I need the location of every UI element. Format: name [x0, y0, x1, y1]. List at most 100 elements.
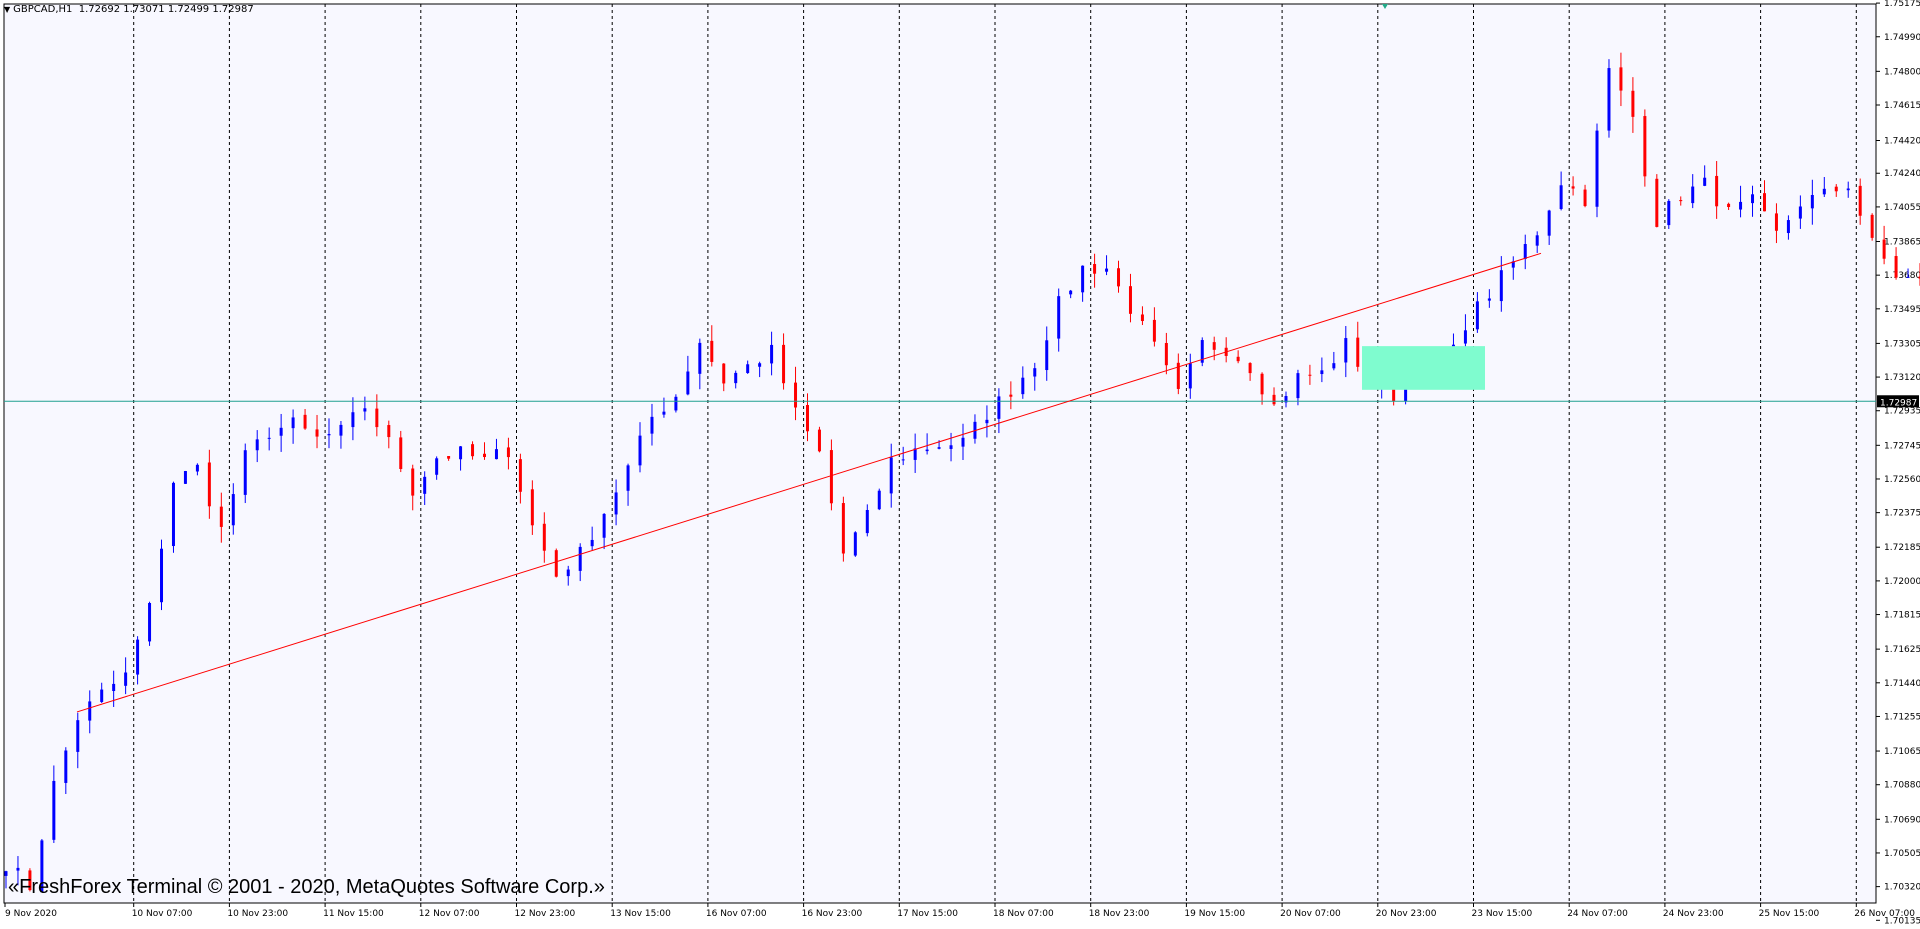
candle-body: [279, 427, 283, 436]
candle-body: [662, 411, 666, 415]
candle: [1643, 109, 1647, 187]
candle: [1320, 357, 1324, 383]
candle: [578, 543, 582, 582]
candle-body: [722, 363, 726, 384]
candle: [566, 565, 570, 586]
candle: [363, 396, 367, 421]
candle-body: [1535, 235, 1539, 246]
candle-body: [949, 445, 953, 449]
candle-body: [1786, 220, 1790, 234]
candle: [471, 441, 475, 460]
candle: [1033, 362, 1037, 391]
candle: [1751, 185, 1755, 217]
candle-body: [1870, 214, 1874, 238]
candle-body: [578, 546, 582, 571]
candle: [16, 856, 20, 886]
candle: [76, 712, 80, 769]
candle: [494, 438, 498, 460]
x-tick-label: 25 Nov 15:00: [1759, 909, 1820, 919]
candle: [554, 548, 558, 578]
candle-body: [148, 602, 152, 642]
candle: [746, 360, 750, 374]
candle-body: [1117, 268, 1121, 287]
dropdown-triangle-icon[interactable]: ▼: [4, 5, 11, 14]
candle-body: [530, 489, 534, 526]
time-marker-icon: [1382, 4, 1388, 9]
candle: [1176, 353, 1180, 395]
x-tick-label: 19 Nov 15:00: [1184, 909, 1245, 919]
candle-body: [805, 404, 809, 432]
y-tick-label: 1.72935: [1884, 407, 1920, 417]
candle: [1571, 176, 1575, 196]
y-tick-label: 1.74800: [1884, 67, 1920, 77]
candle-body: [877, 490, 881, 510]
candle: [40, 839, 44, 893]
candle: [1727, 202, 1731, 210]
candle-body: [1260, 373, 1264, 395]
candle-body: [674, 396, 678, 411]
candle-body: [1703, 177, 1707, 186]
candle: [1703, 165, 1707, 187]
candle-body: [1296, 373, 1300, 399]
candle-body: [399, 437, 403, 469]
candle: [219, 492, 223, 543]
candle: [782, 333, 786, 390]
trendline: [76, 252, 1542, 713]
candle-body: [1894, 256, 1898, 278]
candle-body: [638, 435, 642, 466]
candle-body: [124, 672, 128, 686]
chart-header: ▼ GBPCAD,H1 1.72692 1.73071 1.72499 1.729…: [4, 4, 254, 15]
y-tick-label: 1.71625: [1884, 645, 1920, 655]
candle: [638, 422, 642, 473]
candle-body: [602, 513, 606, 538]
candle-body: [650, 416, 654, 434]
y-tick-label: 1.71815: [1884, 611, 1920, 621]
candle-body: [136, 639, 140, 675]
candle-body: [1739, 201, 1743, 210]
x-tick-label: 24 Nov 07:00: [1567, 909, 1628, 919]
candle-body: [351, 412, 355, 428]
candle: [327, 418, 331, 449]
candle-body: [925, 449, 929, 452]
candle: [710, 325, 714, 367]
candle-body: [1212, 342, 1216, 350]
candle: [626, 463, 630, 506]
candle: [1200, 337, 1204, 367]
candle: [1487, 289, 1491, 308]
y-tick-label: 1.74055: [1884, 203, 1920, 213]
candle-body: [1727, 203, 1731, 208]
y-tick-label: 1.70880: [1884, 781, 1920, 791]
candle: [1093, 253, 1097, 288]
candle-body: [1475, 301, 1479, 330]
x-tick-label: 18 Nov 23:00: [1089, 909, 1150, 919]
candle-body: [1284, 396, 1288, 403]
candle: [52, 765, 56, 843]
candle-body: [770, 344, 774, 364]
candle: [542, 512, 546, 563]
candle-body: [183, 471, 187, 484]
candle: [686, 355, 690, 396]
candle: [770, 331, 774, 376]
candle: [889, 443, 893, 508]
candle: [925, 433, 929, 455]
candle: [1128, 273, 1132, 323]
y-tick-label: 1.74420: [1884, 136, 1920, 146]
candle: [1332, 351, 1336, 371]
candle-body: [985, 419, 989, 424]
candle: [1858, 178, 1862, 225]
candle-body: [1236, 356, 1240, 362]
candle: [734, 370, 738, 389]
symbol-timeframe: GBPCAD,H1: [13, 4, 73, 15]
candle-body: [1571, 186, 1575, 189]
candle-body: [411, 468, 415, 496]
candle-body: [1499, 270, 1503, 302]
candle: [423, 471, 427, 506]
candle: [1631, 77, 1635, 133]
x-tick-label: 23 Nov 15:00: [1472, 909, 1533, 919]
candle: [530, 480, 534, 535]
candle-body: [817, 429, 821, 452]
candle: [865, 504, 869, 537]
candle: [1798, 195, 1802, 229]
